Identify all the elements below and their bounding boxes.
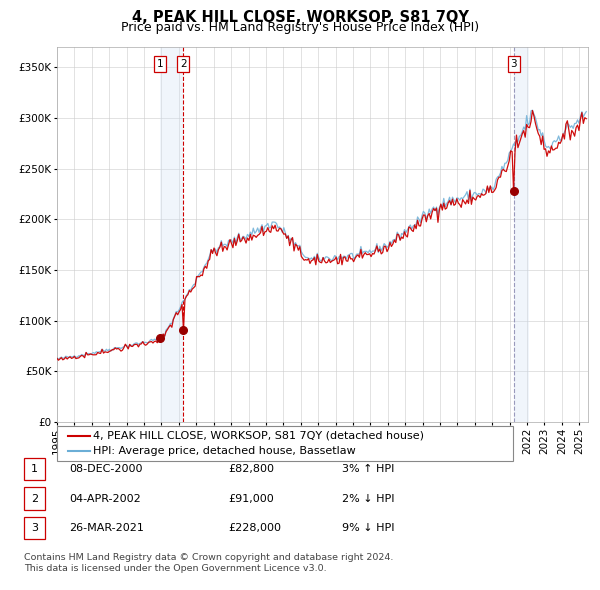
- Text: Contains HM Land Registry data © Crown copyright and database right 2024.: Contains HM Land Registry data © Crown c…: [24, 553, 394, 562]
- Text: 26-MAR-2021: 26-MAR-2021: [69, 523, 144, 533]
- Text: £228,000: £228,000: [228, 523, 281, 533]
- Text: 04-APR-2002: 04-APR-2002: [69, 494, 141, 503]
- Text: Price paid vs. HM Land Registry's House Price Index (HPI): Price paid vs. HM Land Registry's House …: [121, 21, 479, 34]
- Text: 2: 2: [31, 494, 38, 503]
- Text: 2% ↓ HPI: 2% ↓ HPI: [342, 494, 395, 503]
- Text: £91,000: £91,000: [228, 494, 274, 503]
- Text: HPI: Average price, detached house, Bassetlaw: HPI: Average price, detached house, Bass…: [93, 447, 356, 457]
- Text: 08-DEC-2000: 08-DEC-2000: [69, 464, 143, 474]
- Text: 2: 2: [180, 59, 187, 69]
- Text: 9% ↓ HPI: 9% ↓ HPI: [342, 523, 395, 533]
- Text: 4, PEAK HILL CLOSE, WORKSOP, S81 7QY (detached house): 4, PEAK HILL CLOSE, WORKSOP, S81 7QY (de…: [93, 431, 424, 441]
- Text: £82,800: £82,800: [228, 464, 274, 474]
- Text: This data is licensed under the Open Government Licence v3.0.: This data is licensed under the Open Gov…: [24, 565, 326, 573]
- Text: 1: 1: [157, 59, 164, 69]
- Text: 1: 1: [31, 464, 38, 474]
- Bar: [160, 47, 183, 422]
- Text: 4, PEAK HILL CLOSE, WORKSOP, S81 7QY: 4, PEAK HILL CLOSE, WORKSOP, S81 7QY: [131, 10, 469, 25]
- Text: 3% ↑ HPI: 3% ↑ HPI: [342, 464, 394, 474]
- Text: 3: 3: [31, 523, 38, 533]
- Text: 3: 3: [511, 59, 517, 69]
- Bar: [514, 47, 529, 422]
